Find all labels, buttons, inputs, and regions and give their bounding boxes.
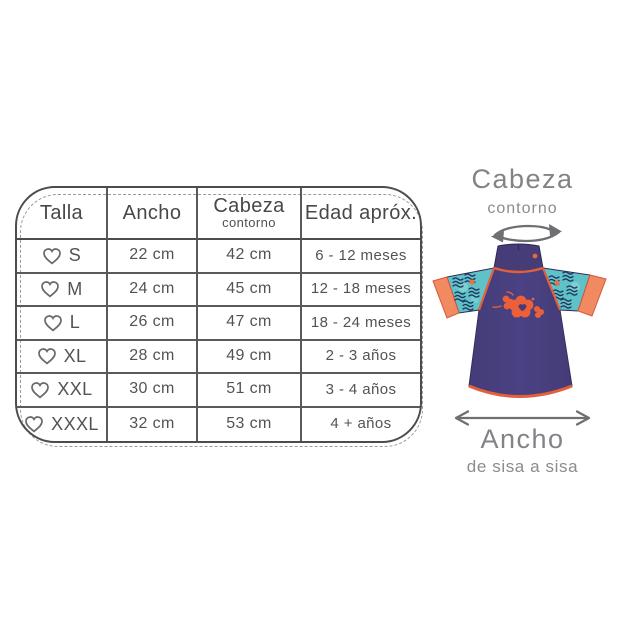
size-cell: M <box>17 273 108 307</box>
size-label: XXXL <box>51 413 99 434</box>
size-cell: L <box>17 307 108 341</box>
size-table: Talla Ancho Cabeza contorno Edad apróx. … <box>15 186 422 443</box>
cabeza-value: 45 cm <box>198 273 302 307</box>
size-label: L <box>69 312 81 333</box>
chest-print <box>492 291 544 318</box>
talla-header-label: Talla <box>39 201 84 224</box>
cabeza-value: 42 cm <box>198 240 302 274</box>
column-header-edad: Edad apróx. <box>302 188 420 240</box>
cabeza-header-sublabel: contorno <box>222 215 276 231</box>
heart-icon <box>43 314 62 332</box>
right-raglan-seam <box>541 267 562 311</box>
edad-value: 2 - 3 años <box>302 341 420 374</box>
size-cell: XL <box>17 340 108 374</box>
edad-value: 4 + años <box>330 415 392 433</box>
ancho-value: 32 cm <box>108 407 198 441</box>
collar-trim <box>493 266 544 274</box>
heart-icon <box>31 381 50 399</box>
heart-icon <box>25 416 44 433</box>
horizontal-double-arrow-icon <box>454 410 591 426</box>
cabeza-value: 51 cm <box>198 374 302 408</box>
edad-value: 12 - 18 meses <box>302 274 420 307</box>
size-label: XL <box>63 345 87 366</box>
stitch-dashed-border <box>20 194 423 447</box>
rash-vest-illustration <box>432 243 607 398</box>
ancho-value: 26 cm <box>108 307 198 341</box>
ancho-value: 30 cm <box>108 374 198 408</box>
size-label: XXL <box>57 379 93 400</box>
ancho-value: 24 cm <box>108 273 198 307</box>
column-header-cabeza: Cabeza contorno <box>198 188 302 240</box>
head-measure-sublabel: contorno <box>487 200 558 217</box>
heart-icon <box>42 247 61 265</box>
ancho-value: 22 cm <box>108 240 198 274</box>
size-cell: XXXL <box>17 407 108 441</box>
size-label: M <box>67 278 83 299</box>
column-header-ancho: Ancho <box>108 188 198 240</box>
hem-trim <box>468 384 573 398</box>
ancho-value: 28 cm <box>108 340 198 374</box>
heart-icon <box>37 348 56 365</box>
left-cuff <box>432 276 460 319</box>
right-cuff <box>577 274 607 317</box>
left-raglan-seam <box>477 267 496 311</box>
circumference-arrows-icon <box>491 224 562 243</box>
collar-logo <box>532 253 538 259</box>
width-measure-sublabel: de sisa a sisa <box>466 457 579 476</box>
size-cell: XXL <box>17 374 108 408</box>
head-measure-label: Cabeza <box>471 164 574 194</box>
heart-icon <box>41 281 60 298</box>
edad-header-label: Edad apróx. <box>304 201 418 224</box>
edad-value: 6 - 12 meses <box>302 240 420 274</box>
size-cell: S <box>17 240 108 274</box>
cabeza-header-label: Cabeza <box>213 195 285 218</box>
cabeza-value: 49 cm <box>198 340 302 374</box>
ancho-header-label: Ancho <box>122 201 182 224</box>
cabeza-value: 47 cm <box>198 307 302 341</box>
edad-value: 3 - 4 años <box>302 374 420 408</box>
column-header-talla: Talla <box>17 188 108 240</box>
cabeza-value: 53 cm <box>198 407 302 441</box>
size-label: S <box>68 245 82 266</box>
edad-value: 18 - 24 meses <box>302 307 420 341</box>
width-measure-label: Ancho <box>480 424 565 454</box>
